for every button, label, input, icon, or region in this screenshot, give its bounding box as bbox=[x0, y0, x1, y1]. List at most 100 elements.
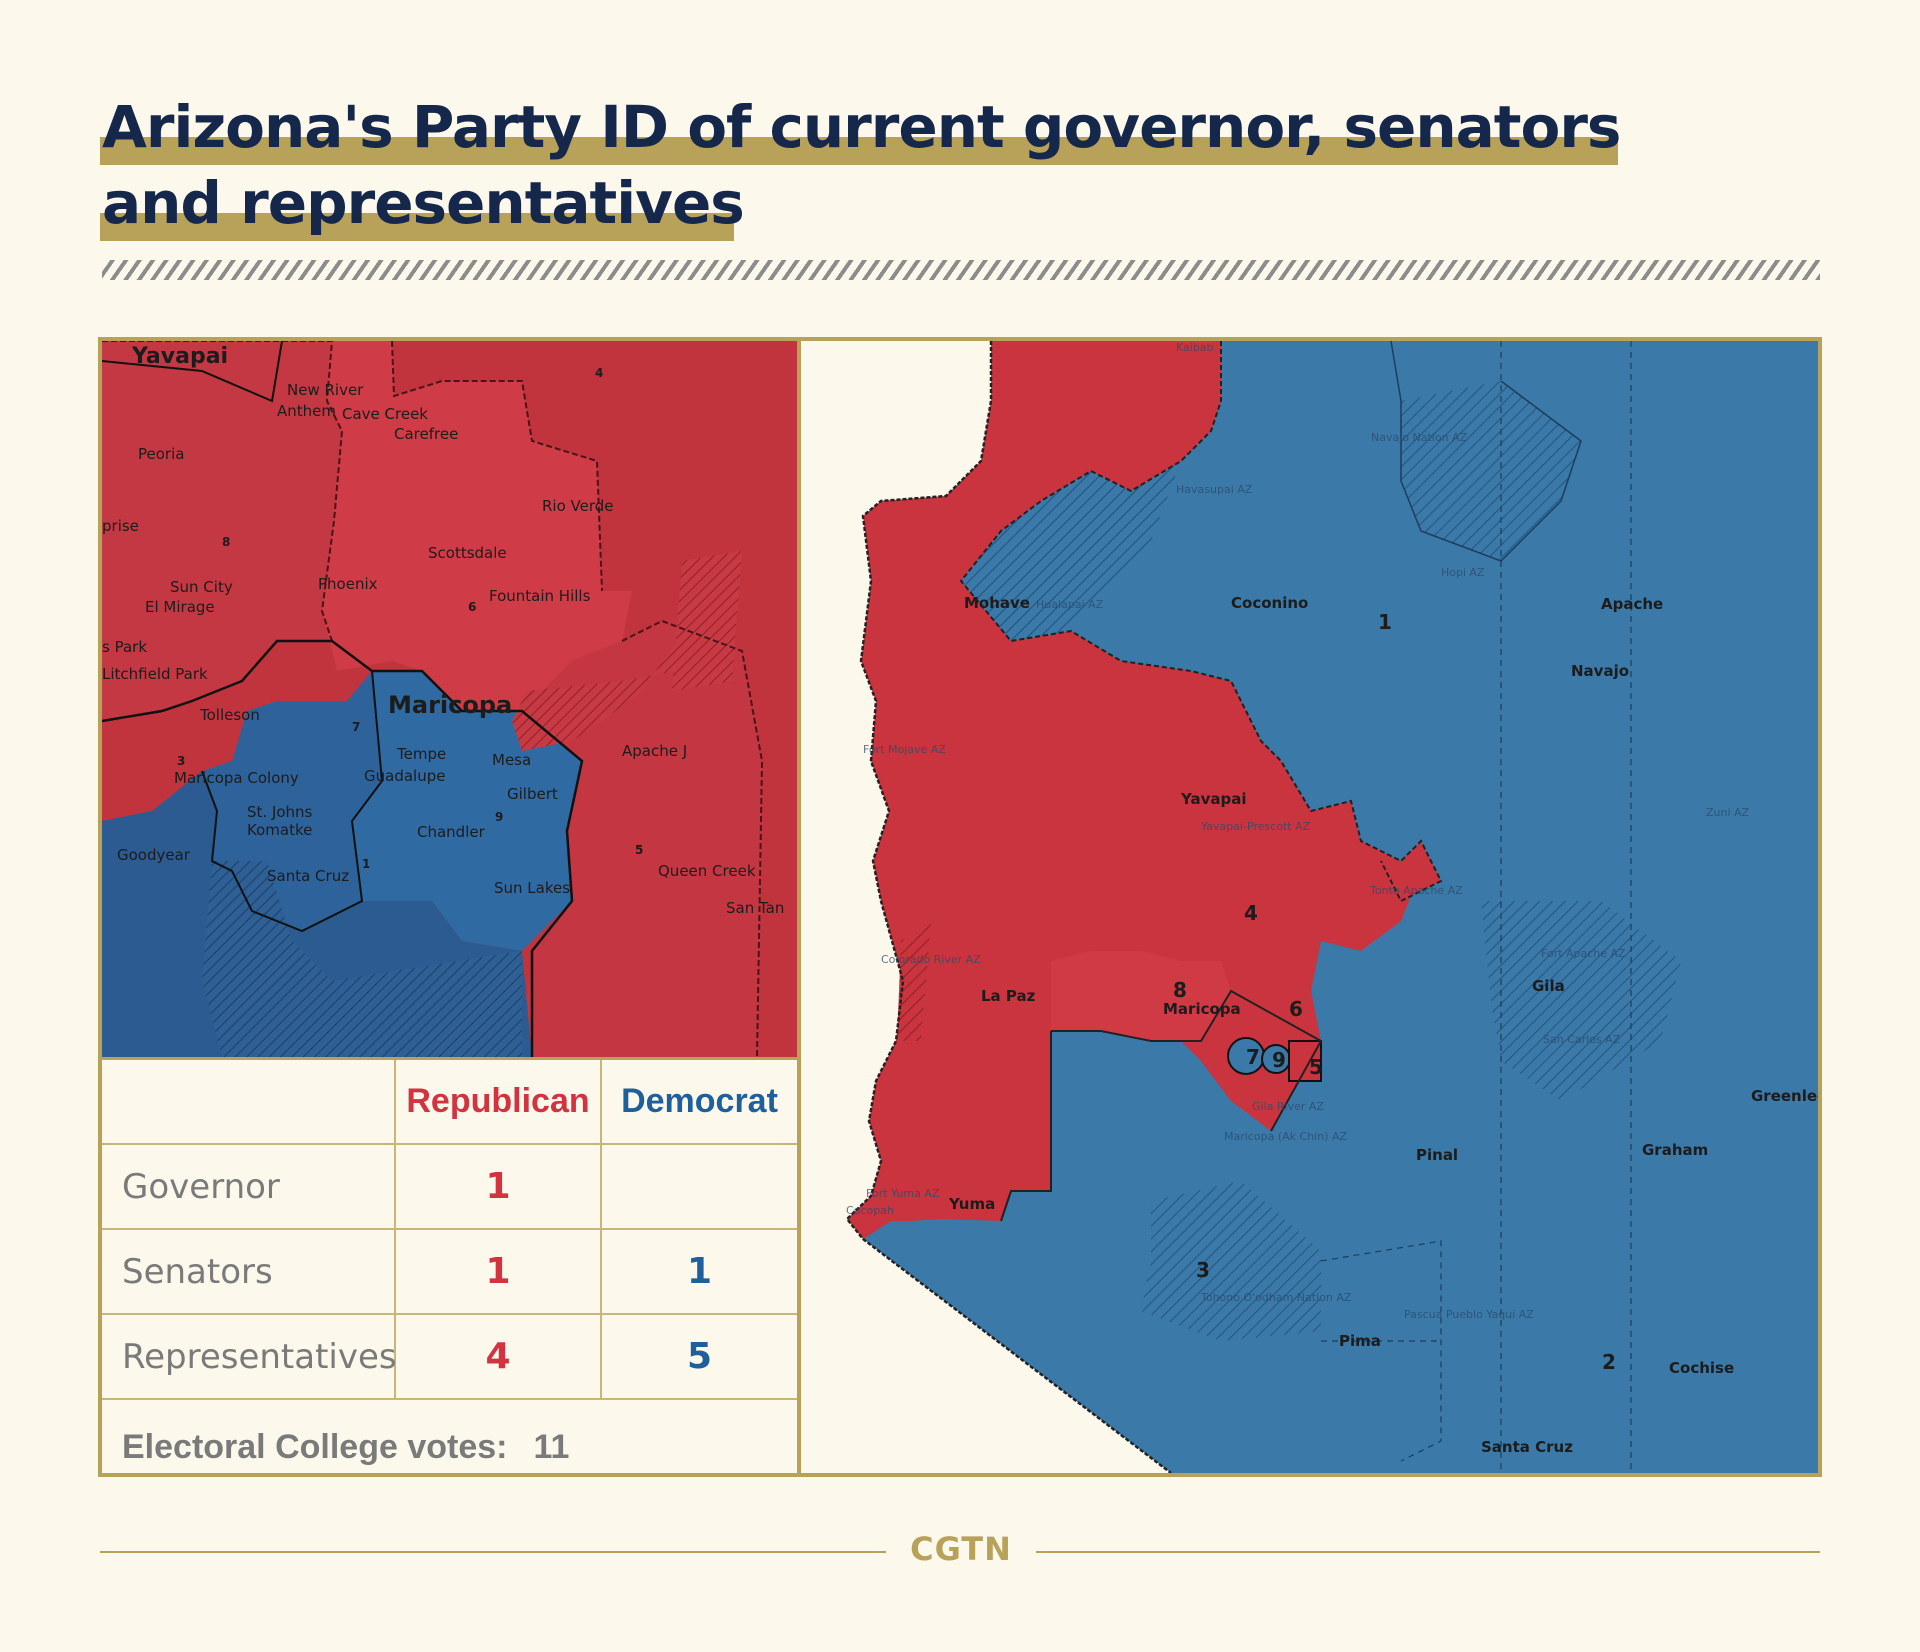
tribal-label-fort-mojave-az: Fort Mojave AZ bbox=[863, 743, 946, 756]
inset-place-sun-city: Sun City bbox=[170, 578, 233, 596]
value-democrat: 5 bbox=[686, 1336, 713, 1377]
inset-place-scottsdale: Scottsdale bbox=[428, 544, 507, 562]
inset-district-label-7: 7 bbox=[352, 720, 360, 734]
county-label-apache: Apache bbox=[1601, 595, 1663, 613]
row-label: Representatives bbox=[102, 1315, 397, 1398]
table-header-row: Republican Democrat bbox=[102, 1060, 797, 1145]
inset-place-fountain-hills: Fountain Hills bbox=[489, 587, 591, 605]
map-colorado-river-hatch bbox=[897, 921, 931, 1041]
inset-place-queen-creek: Queen Creek bbox=[658, 862, 756, 880]
title-line-2: and representatives bbox=[102, 169, 745, 237]
inset-place-gilbert: Gilbert bbox=[507, 785, 558, 803]
county-label-maricopa: Maricopa bbox=[1163, 1000, 1241, 1018]
district-label-4: 4 bbox=[1244, 901, 1258, 925]
map-tohono-hatch bbox=[1141, 1181, 1321, 1341]
row-label: Senators bbox=[102, 1230, 396, 1313]
district-label-6: 6 bbox=[1289, 997, 1303, 1021]
inset-district-1 bbox=[202, 861, 332, 1057]
tribal-label-gila-river-az: Gila River AZ bbox=[1252, 1100, 1324, 1113]
inset-place-guadalupe: Guadalupe bbox=[364, 767, 445, 785]
county-label-pinal: Pinal bbox=[1416, 1146, 1458, 1164]
tribal-label-fort-yuma-az: Fort Yuma AZ bbox=[866, 1187, 940, 1200]
district-label-1: 1 bbox=[1378, 610, 1392, 634]
header-republican: Republican bbox=[406, 1082, 590, 1120]
tribal-label-cocopah: Cocopah bbox=[846, 1204, 894, 1217]
inset-place-phoenix: Phoenix bbox=[318, 575, 378, 593]
row-label: Governor bbox=[102, 1145, 396, 1228]
inset-district-label-6: 6 bbox=[468, 600, 476, 614]
inset-place-maricopa-colony: Maricopa Colony bbox=[174, 769, 299, 787]
county-label-yavapai: Yavapai bbox=[1180, 790, 1247, 808]
tribal-label-pascua-pueblo-yaqui-az: Pascua Pueblo Yaqui AZ bbox=[1404, 1308, 1534, 1321]
value-democrat: 1 bbox=[686, 1251, 713, 1292]
party-table: Republican Democrat Governor 1 Senators … bbox=[102, 1057, 797, 1473]
footer-rule-right bbox=[1036, 1551, 1820, 1553]
tribal-label-san-carlos-az: San Carlos AZ bbox=[1543, 1033, 1621, 1046]
inset-place-goodyear: Goodyear bbox=[117, 846, 191, 864]
county-label-cochise: Cochise bbox=[1669, 1359, 1734, 1377]
district-label-7: 7 bbox=[1246, 1045, 1260, 1069]
inset-place-apache-j: Apache J bbox=[622, 742, 687, 760]
map-navajo-hopi-hatch bbox=[1401, 381, 1581, 561]
district-label-2: 2 bbox=[1602, 1350, 1616, 1374]
county-label-yuma: Yuma bbox=[948, 1195, 995, 1213]
county-label-navajo: Navajo bbox=[1571, 662, 1629, 680]
inset-place-komatke: Komatke bbox=[247, 821, 312, 839]
map-hualapai-hatch bbox=[961, 461, 1181, 641]
inset-place-s-park: s Park bbox=[102, 638, 147, 656]
inset-district-label-8: 8 bbox=[222, 535, 230, 549]
map-district-8 bbox=[1051, 951, 1231, 1041]
inset-rio-verde-strip bbox=[672, 551, 742, 691]
inset-district-1-south bbox=[332, 951, 522, 1057]
value-republican: 4 bbox=[485, 1336, 511, 1377]
footer-rule-left bbox=[100, 1551, 886, 1553]
tribal-label-navajo-nation-az: Navajo Nation AZ bbox=[1371, 431, 1468, 444]
hatched-divider bbox=[102, 260, 1820, 280]
header-democrat: Democrat bbox=[621, 1082, 778, 1120]
county-label-la-paz: La Paz bbox=[981, 987, 1036, 1005]
tribal-label-tonto-apache-az: Tonto Apache AZ bbox=[1369, 884, 1463, 897]
county-label-coconino: Coconino bbox=[1231, 594, 1308, 612]
inset-place-litchfield-park: Litchfield Park bbox=[102, 665, 208, 683]
inset-place-anthem: Anthem bbox=[277, 402, 336, 420]
inset-place-mesa: Mesa bbox=[492, 751, 531, 769]
title-line-1: Arizona's Party ID of current governor, … bbox=[102, 93, 1621, 161]
inset-district-label-4: 4 bbox=[595, 366, 603, 380]
inset-place-prise: prise bbox=[102, 517, 139, 535]
inset-place-san-tan: San Tan bbox=[726, 899, 784, 917]
inset-place-peoria: Peoria bbox=[138, 445, 184, 463]
electoral-value: 11 bbox=[533, 1427, 570, 1466]
inset-district-label-1: 1 bbox=[362, 857, 370, 871]
county-label-santa-cruz: Santa Cruz bbox=[1481, 1438, 1573, 1456]
electoral-label: Electoral College votes: bbox=[122, 1427, 508, 1466]
arizona-district-map: Mohave Coconino Apache Navajo Yavapai La Paz M… bbox=[801, 341, 1818, 1473]
tribal-label-hopi-az: Hopi AZ bbox=[1441, 566, 1485, 579]
tribal-label-colorado-river-az: Colorado River AZ bbox=[881, 953, 981, 966]
tribal-label-havasupai-az: Havasupai AZ bbox=[1176, 483, 1253, 496]
cgtn-logo: CGTN bbox=[910, 1530, 1012, 1568]
county-label-graham: Graham bbox=[1642, 1141, 1708, 1159]
inset-fort-mcdowell bbox=[512, 571, 697, 751]
table-row: Senators 1 1 bbox=[102, 1230, 797, 1315]
inset-place-tolleson: Tolleson bbox=[199, 706, 260, 724]
inset-place-santa-cruz: Santa Cruz bbox=[267, 867, 349, 885]
page-title: Arizona's Party ID of current governor, … bbox=[100, 92, 1621, 244]
inset-district-label-3: 3 bbox=[177, 754, 185, 768]
inset-district-label-9: 9 bbox=[495, 810, 503, 824]
tribal-label-fort-apache-az: Fort Apache AZ bbox=[1541, 947, 1626, 960]
value-republican: 1 bbox=[485, 1166, 511, 1207]
tribal-label-hualapai-az: Hualapai AZ bbox=[1036, 598, 1104, 611]
inset-place-el-mirage: El Mirage bbox=[145, 598, 215, 616]
tribal-label-tohono-o-odham-nation-az: Tohono O'odham Nation AZ bbox=[1200, 1291, 1352, 1304]
table-row: Representatives 4 5 bbox=[102, 1315, 797, 1400]
tribal-label-kaibab: Kaibab bbox=[1176, 341, 1214, 354]
inset-district-6 bbox=[322, 341, 632, 711]
inset-place-st-johns: St. Johns bbox=[247, 803, 313, 821]
county-label-greenlee: Greenlee bbox=[1751, 1087, 1818, 1105]
value-republican: 1 bbox=[485, 1251, 511, 1292]
map-district-5 bbox=[1288, 1040, 1322, 1082]
inset-district-label-5: 5 bbox=[635, 843, 643, 857]
map-district-4 bbox=[847, 341, 1441, 1239]
district-label-3: 3 bbox=[1196, 1258, 1210, 1282]
inset-place-new-river: New River bbox=[287, 381, 364, 399]
